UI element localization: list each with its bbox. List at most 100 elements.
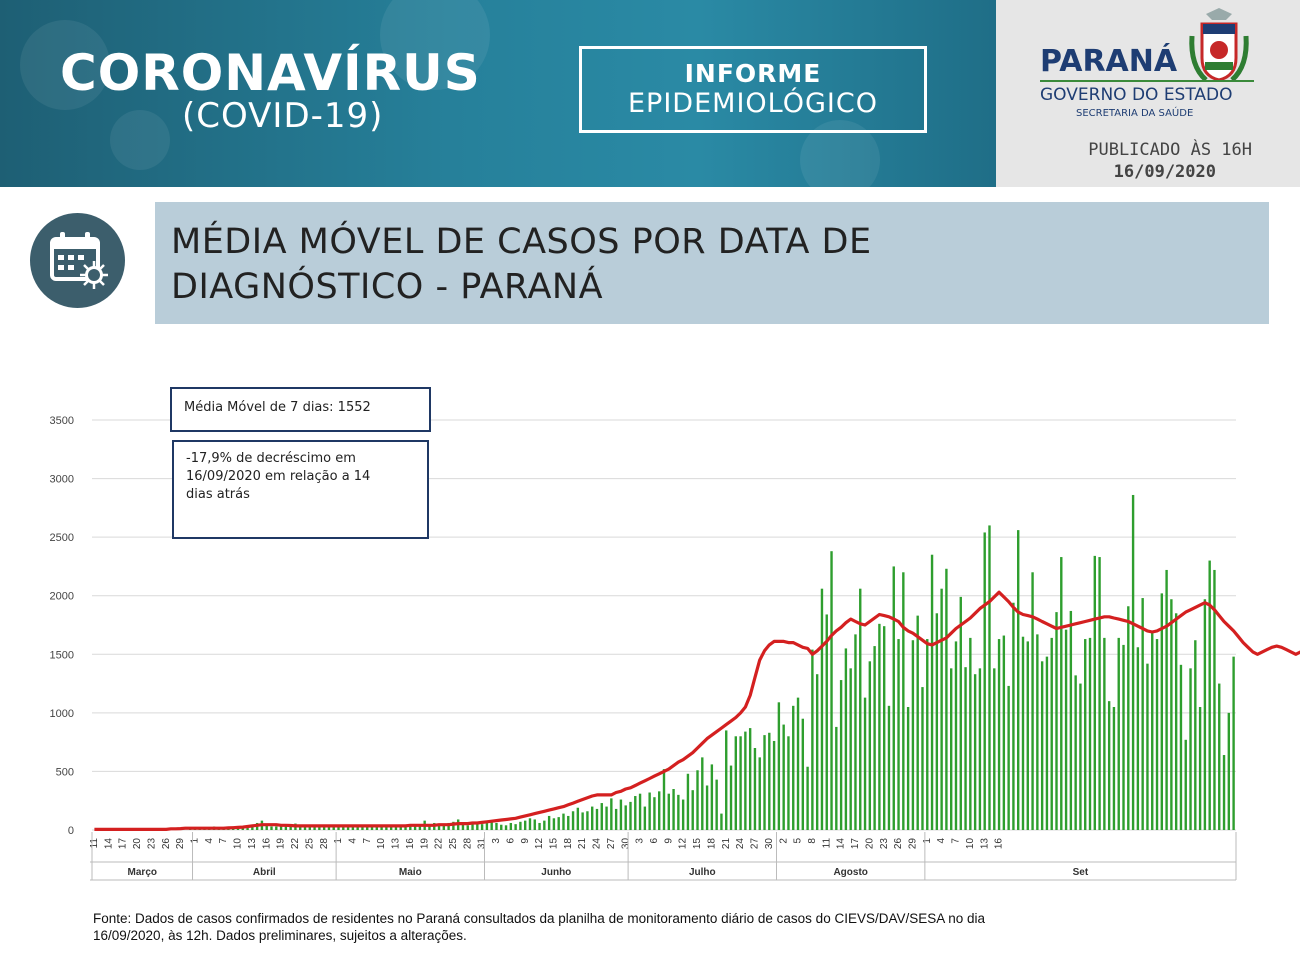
published-date: 16/09/2020 <box>1113 162 1216 182</box>
bar <box>514 824 517 830</box>
x-tick-label: 10 <box>965 838 976 850</box>
source-line1: Fonte: Dados de casos confirmados de res… <box>93 911 986 926</box>
bar <box>906 707 910 830</box>
bar <box>251 825 254 830</box>
bar <box>538 822 541 830</box>
bar <box>983 532 986 830</box>
bar <box>346 825 350 830</box>
bar <box>624 805 627 830</box>
x-tick-label: 16 <box>405 838 416 850</box>
x-tick-label: 2 <box>778 838 789 844</box>
bar <box>710 764 714 830</box>
bar <box>1189 668 1192 830</box>
bar <box>801 718 805 830</box>
bar <box>782 724 785 830</box>
bar <box>500 824 503 830</box>
x-tick-label: 3 <box>491 838 502 844</box>
bar <box>1074 675 1077 830</box>
month-label: Maio <box>399 867 422 878</box>
x-tick-label: 27 <box>606 838 617 850</box>
bar <box>504 825 508 830</box>
bar <box>882 626 886 830</box>
bar <box>614 808 618 830</box>
bar <box>547 815 551 830</box>
moving-average-annotation: Média Móvel de 7 dias: 1552 <box>170 387 431 432</box>
month-label: Set <box>1073 867 1089 878</box>
x-tick-label: 21 <box>577 838 588 850</box>
bar <box>825 614 828 830</box>
bar <box>734 736 737 830</box>
decrease-text-line2: 16/09/2020 em relação a 14 <box>186 469 371 484</box>
bar <box>1127 606 1130 830</box>
bar <box>409 824 412 830</box>
section-title-box: MÉDIA MÓVEL DE CASOS POR DATA DE DIAGNÓS… <box>155 202 1269 324</box>
bar <box>758 757 761 830</box>
bar <box>830 551 833 830</box>
x-tick-label: 15 <box>692 838 703 850</box>
bar <box>897 639 900 830</box>
moving-average-line <box>94 590 1300 831</box>
bar <box>672 789 675 830</box>
x-tick-label: 7 <box>218 838 229 844</box>
bar <box>375 826 378 830</box>
bar <box>385 826 388 830</box>
bar <box>720 813 723 830</box>
y-tick-label: 3500 <box>50 415 74 427</box>
bar <box>696 770 699 830</box>
bar <box>820 588 824 830</box>
bar <box>265 824 268 830</box>
bar <box>1069 610 1073 830</box>
bar <box>940 588 943 830</box>
y-tick-label: 2000 <box>50 591 74 603</box>
bar <box>595 808 599 830</box>
bar <box>815 674 819 830</box>
bar <box>413 825 417 830</box>
x-tick-label: 15 <box>549 838 560 850</box>
bar <box>1036 634 1039 830</box>
bar <box>337 826 340 830</box>
bar <box>629 801 632 830</box>
bar <box>835 726 838 830</box>
state-name: PARANÁ <box>1040 44 1178 79</box>
bar <box>844 648 848 830</box>
x-tick-label: 11 <box>89 838 100 849</box>
bar <box>1103 637 1106 830</box>
bar <box>370 825 374 830</box>
bar <box>1184 739 1187 830</box>
x-tick-label: 6 <box>649 838 660 844</box>
bar <box>1088 637 1092 830</box>
x-tick-label: 1 <box>333 838 344 844</box>
bar <box>1218 683 1221 830</box>
bar <box>681 799 685 830</box>
bar <box>686 773 690 830</box>
bar <box>902 572 905 830</box>
bar <box>1122 644 1125 830</box>
bar <box>1136 647 1140 830</box>
x-tick-label: 7 <box>362 838 373 844</box>
bar <box>806 766 809 830</box>
section-title-line1: MÉDIA MÓVEL DE CASOS POR DATA DE <box>171 222 872 262</box>
section-title-line2: DIAGNÓSTICO - PARANÁ <box>171 267 604 307</box>
x-tick-label: 29 <box>175 838 186 850</box>
bar <box>308 825 311 830</box>
bar <box>1112 707 1116 830</box>
bar <box>964 667 967 830</box>
bar <box>648 792 651 830</box>
bar <box>437 824 441 830</box>
header-subtitle: (COVID-19) <box>182 96 384 136</box>
bar <box>1170 599 1173 830</box>
report-type-box: INFORME EPIDEMIOLÓGICO <box>579 46 927 133</box>
bar <box>1131 494 1135 830</box>
government-label: GOVERNO DO ESTADO <box>1040 85 1233 105</box>
bar <box>1165 569 1168 830</box>
bar <box>1079 683 1082 830</box>
x-tick-label: 18 <box>707 838 718 850</box>
bar <box>1040 661 1044 830</box>
bar <box>954 641 958 830</box>
report-type-line1: INFORME <box>684 59 822 88</box>
bar <box>394 825 398 830</box>
bar <box>677 794 680 830</box>
bar <box>442 824 446 830</box>
bar <box>705 785 709 830</box>
